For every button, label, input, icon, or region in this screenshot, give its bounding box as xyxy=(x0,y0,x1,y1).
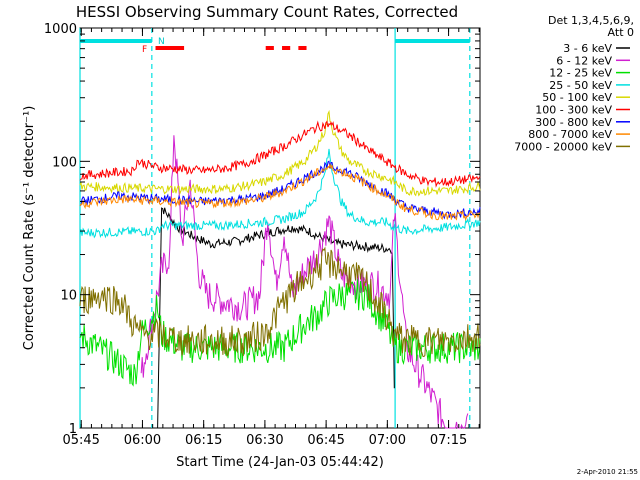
x-tick-label: 06:15 xyxy=(185,433,222,448)
y-tick-label: 100 xyxy=(52,155,77,170)
y-tick-label: 10 xyxy=(60,289,77,304)
series-line xyxy=(157,207,395,429)
legend-header-line-2: Att 0 xyxy=(608,26,634,39)
series-line xyxy=(79,148,481,239)
legend-header-line-1: Det 1,3,4,5,6,9, xyxy=(548,14,634,27)
x-tick-label: 06:00 xyxy=(124,433,161,448)
series-line xyxy=(79,279,481,387)
series-lines xyxy=(79,109,481,429)
x-axis-label: Start Time (24-Jan-03 05:44:42) xyxy=(176,455,384,470)
n-flag-label: N xyxy=(158,37,165,47)
x-tick-label: 07:15 xyxy=(430,433,467,448)
series-line xyxy=(79,160,481,220)
x-tick-label: 07:00 xyxy=(369,433,406,448)
legend-entry-label: 3 - 6 keV xyxy=(563,42,612,55)
observation-markers xyxy=(79,28,471,428)
top-flag-bars xyxy=(80,39,470,50)
legend-entry-label: 12 - 25 keV xyxy=(549,67,612,80)
series-line xyxy=(79,246,481,358)
y-tick-label: 1000 xyxy=(44,22,77,37)
y-tick-label: 1 xyxy=(69,422,77,437)
x-tick-label: 05:45 xyxy=(62,433,99,448)
series-line xyxy=(79,163,481,222)
footer-date: 2-Apr-2010 21:55 xyxy=(577,468,638,476)
x-axis: 05:45 06:00 06:15 06:30 06:45 07:00 07:15 xyxy=(62,28,480,448)
legend-entry-label: 7000 - 20000 keV xyxy=(514,140,612,153)
f-flag-label: F xyxy=(142,45,147,55)
y-axis-label: Corrected Count Rate (s⁻¹ detector⁻¹) xyxy=(22,106,37,351)
legend-entry-label: 50 - 100 keV xyxy=(542,91,612,104)
chart-title: HESSI Observing Summary Count Rates, Cor… xyxy=(76,3,458,21)
legend-entry-label: 300 - 800 keV xyxy=(535,116,612,129)
legend-entry-label: 800 - 7000 keV xyxy=(528,128,612,141)
series-line xyxy=(140,135,469,429)
series-line xyxy=(79,109,481,197)
x-tick-label: 06:30 xyxy=(246,433,283,448)
series-line xyxy=(79,120,481,188)
plot-frame xyxy=(79,27,481,429)
y-axis: 1 10 100 1000 xyxy=(44,22,480,437)
legend-entry-label: 6 - 12 keV xyxy=(556,54,612,67)
plot-area: 05:45 06:00 06:15 06:30 06:45 07:00 07:15 1101… xyxy=(44,22,481,448)
legend-entry-label: 25 - 50 keV xyxy=(549,79,612,92)
x-tick-label: 06:45 xyxy=(307,433,344,448)
legend-entry-label: 100 - 300 keV xyxy=(535,104,612,117)
